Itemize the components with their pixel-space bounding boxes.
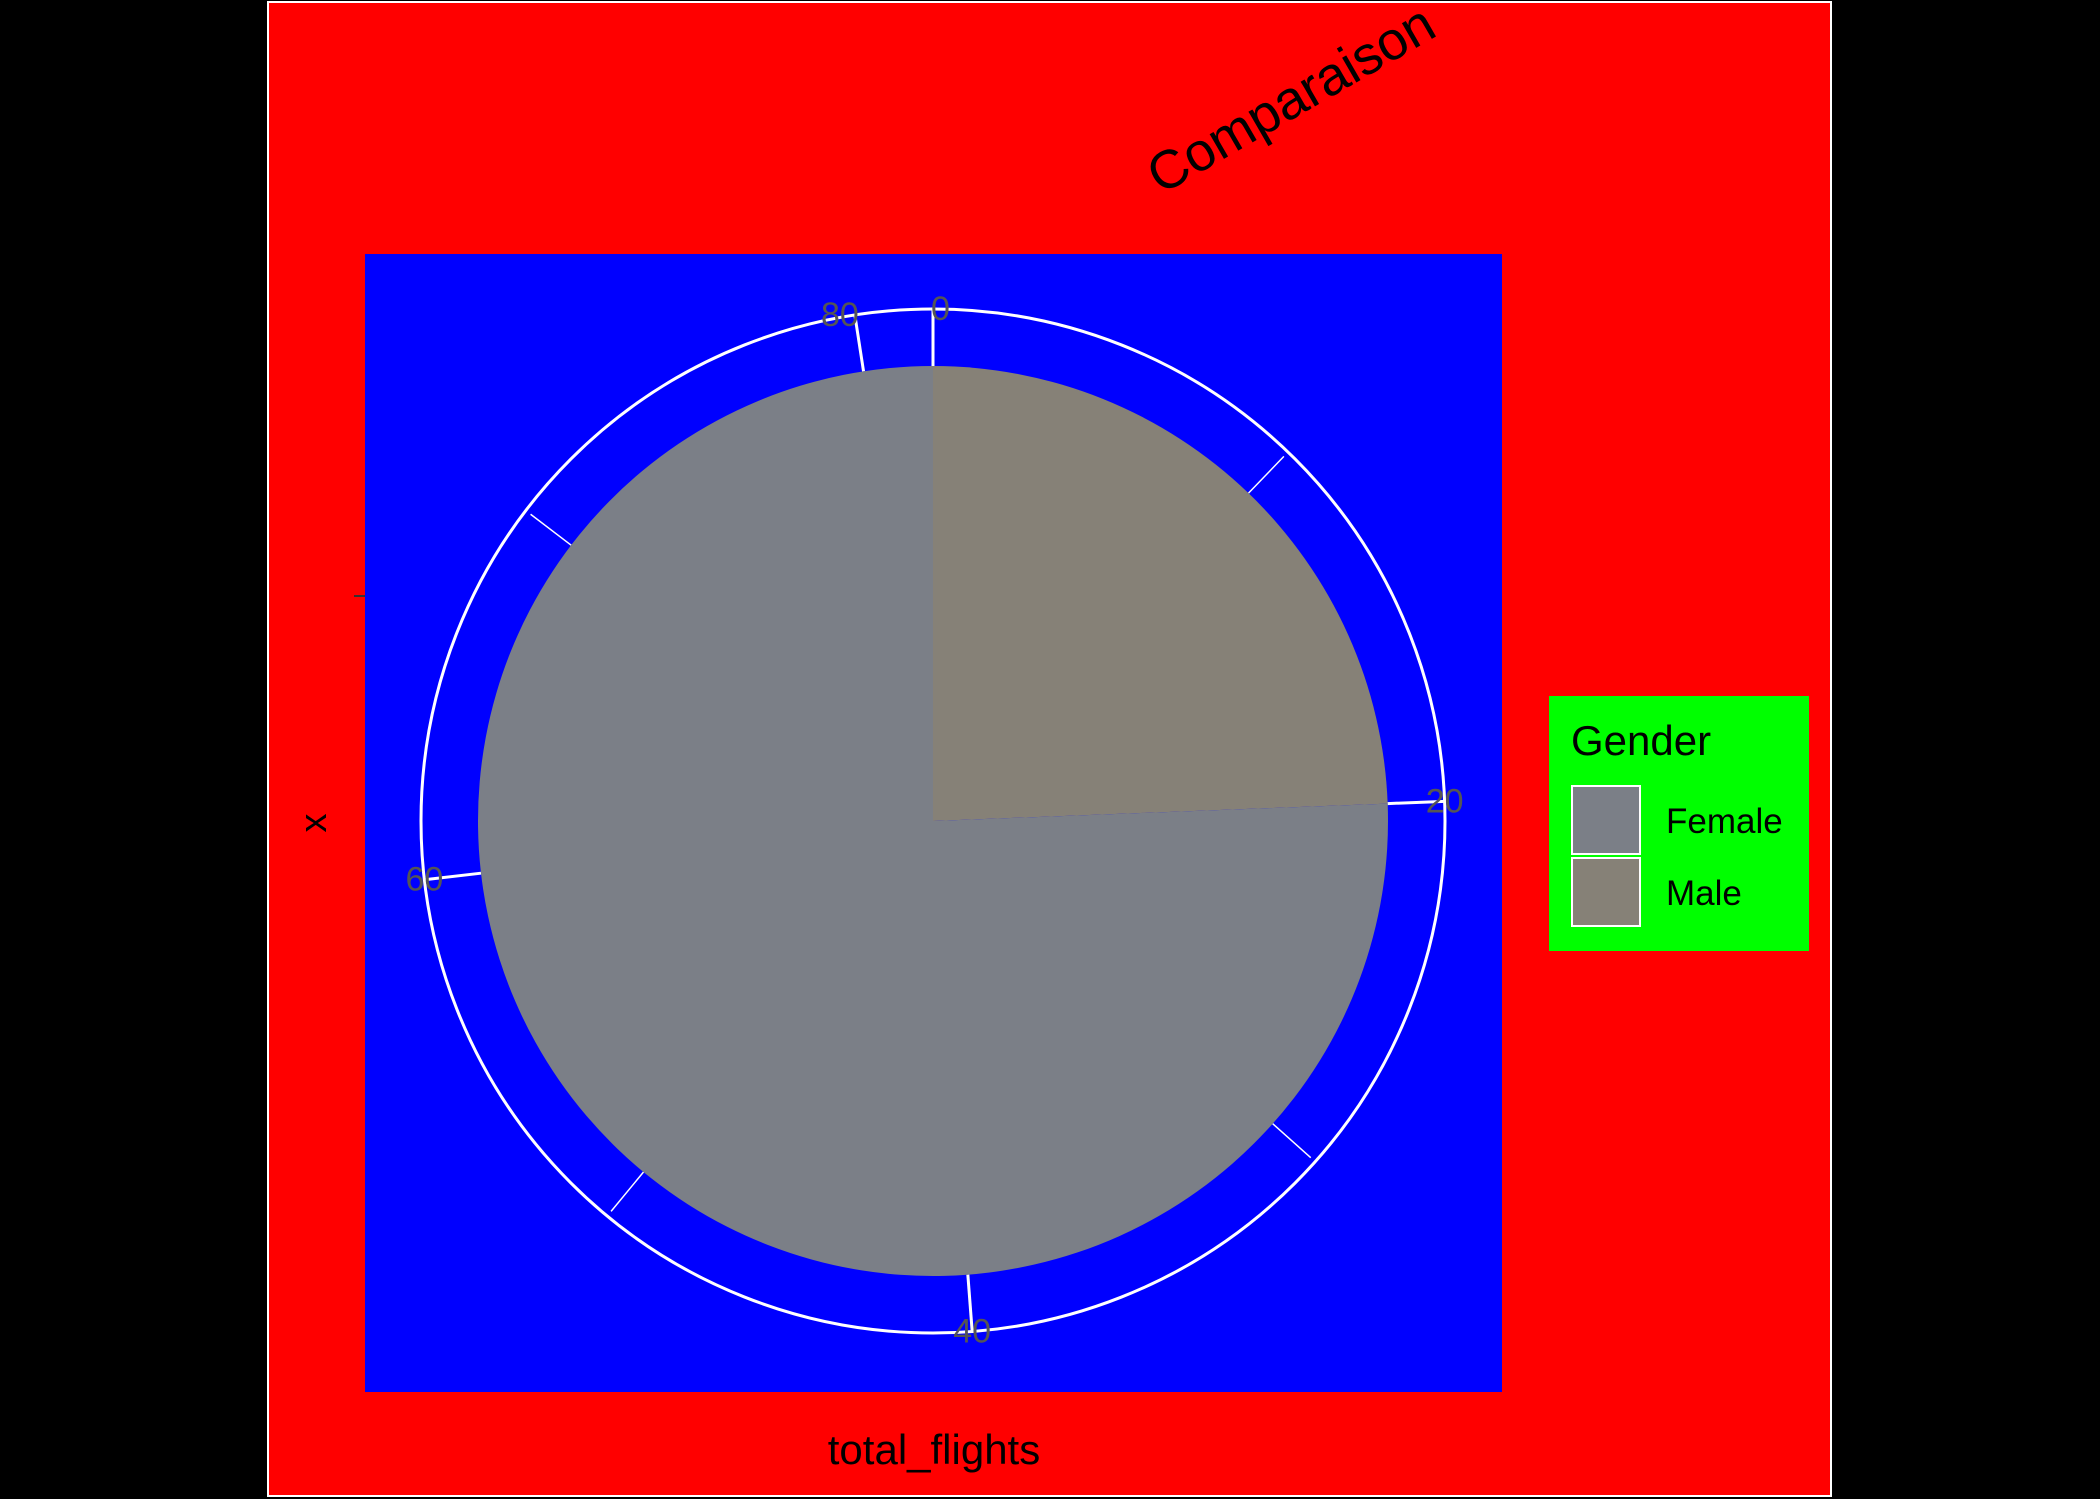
polar-grid-minor-line [530, 513, 572, 546]
legend-key-female [1571, 785, 1641, 855]
pie-slice-male [933, 366, 1388, 821]
polar-grid-major-line [853, 314, 866, 372]
x-axis-label: total_flights [828, 1426, 1040, 1473]
polar-grid [419, 307, 1447, 1335]
polar-grid-minor-line [1272, 1123, 1312, 1159]
legend-title: Gender [1571, 717, 1711, 764]
polar-grid-minor-line [1247, 455, 1285, 494]
legend-key-male [1571, 857, 1641, 927]
angular-tick-label: 40 [953, 1312, 991, 1350]
pie-slice-female [478, 366, 1388, 1277]
angular-tick-label: 60 [405, 861, 443, 899]
pie-slices [478, 366, 1388, 1277]
y-axis-label: x [293, 814, 335, 833]
angular-tick-label: 80 [821, 296, 859, 334]
legend: Gender Female Male [1549, 696, 1809, 951]
angular-tick-label: 0 [931, 290, 950, 328]
polar-grid-major-line [966, 1274, 974, 1332]
polar-grid-minor-line [610, 1171, 645, 1212]
polar-grid-major-line [424, 871, 482, 882]
legend-label-male: Male [1666, 874, 1742, 913]
angular-tick-label: 20 [1426, 782, 1464, 820]
angular-tick-labels: 0 20 40 60 80 [405, 290, 1463, 1350]
polar-grid-major-line [1387, 799, 1445, 806]
legend-label-female: Female [1666, 802, 1783, 841]
